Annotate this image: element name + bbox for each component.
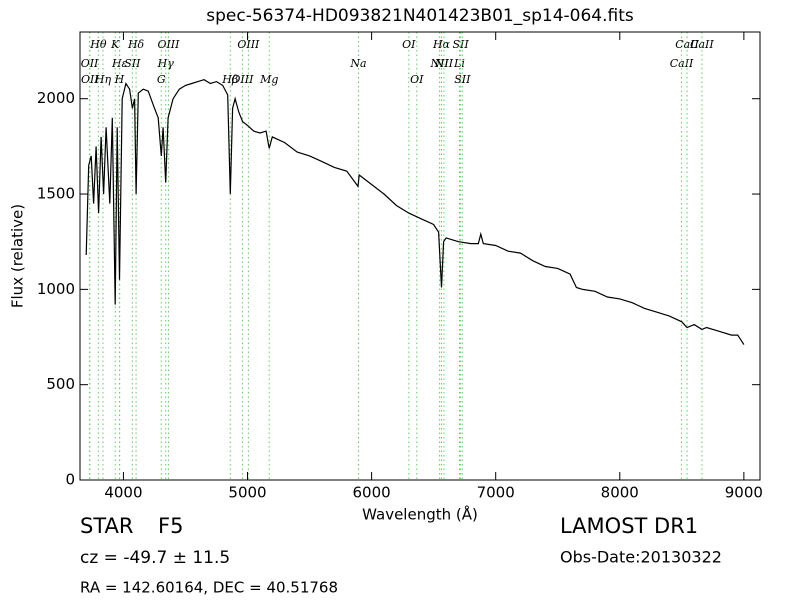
plot-frame [79,31,761,481]
spectral-line-label: OI [402,38,416,51]
chart-title: spec-56374-HD093821N401423B01_sp14-064.f… [206,6,634,26]
spectral-line-label: Hθ [89,38,107,51]
spectral-line-label: SII [454,73,471,86]
spectral-line-label: Mg [259,73,278,86]
spectral-line-label: Hη [94,73,112,86]
survey: LAMOST DR1 [560,514,698,538]
spectral-line-label: Na [349,57,366,70]
spectral-line-label: Hδ [127,38,145,51]
y-tick-label: 500 [46,375,75,393]
y-axis-label: Flux (relative) [9,204,27,308]
spectral-line-label: CaII [690,38,714,51]
spectral-line-label: OI [410,73,424,86]
redshift: cz = -49.7 ± 11.5 [80,548,230,568]
spectral-line-label: G [157,73,166,86]
y-tick-label: 1500 [37,185,75,203]
spectral-line-label: Hγ [157,57,175,70]
x-tick-label: 8000 [601,484,639,502]
obs-date: Obs-Date:20130322 [560,548,722,567]
spectral-line-label: Hβ [221,73,238,86]
spectral-line-label: OIII [231,73,254,86]
class: STAR [80,514,133,538]
spectral-line-label: Li [453,57,465,70]
spectral-line-label: CaII [675,38,699,51]
spectral-line-label: NII [434,57,454,70]
spectral-line-label: SII [452,38,469,51]
y-tick-label: 1000 [37,280,75,298]
spectral-line-label: OIII [157,38,180,51]
subclass: F5 [158,514,183,538]
spectral-line-label: OIII [237,38,260,51]
spectral-line-label: OII [81,73,99,86]
x-tick-label: 5000 [228,484,266,502]
x-tick-label: 6000 [353,484,391,502]
x-tick-label: 4000 [104,484,142,502]
y-tick-label: 0 [65,471,75,489]
coords: RA = 142.60164, DEC = 40.51768 [80,579,338,597]
spectral-line-label: Hα [432,38,451,51]
x-axis-label: Wavelength (Å) [362,505,478,524]
x-tick-label: 7000 [477,484,515,502]
spectrum-line [85,79,745,345]
spectral-line-label: CaII [670,57,694,70]
spectral-line-label: H [114,73,125,86]
spectral-line-label: SII [124,57,141,70]
x-tick-label: 9000 [725,484,763,502]
spectral-line-label: K [110,38,120,51]
y-tick-label: 2000 [37,89,75,107]
